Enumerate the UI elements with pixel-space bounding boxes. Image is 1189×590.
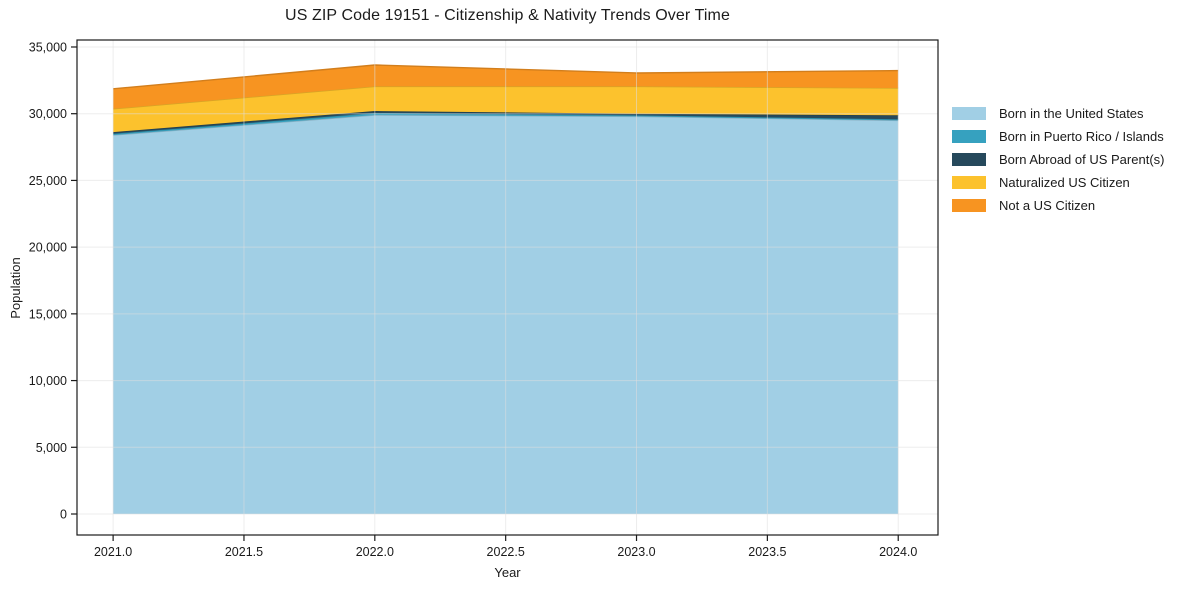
legend-item-born-abroad-of-us-parent-s: Born Abroad of US Parent(s) <box>952 148 1164 171</box>
x-tick-label: 2021.0 <box>94 545 132 559</box>
x-tick-label: 2023.0 <box>617 545 655 559</box>
legend-swatch <box>952 130 986 143</box>
y-tick-label: 10,000 <box>29 374 67 388</box>
legend-label: Naturalized US Citizen <box>999 175 1130 190</box>
legend-swatch <box>952 153 986 166</box>
y-tick-label: 0 <box>60 507 67 521</box>
legend-item-born-in-the-united-states: Born in the United States <box>952 102 1164 125</box>
x-tick-label: 2022.5 <box>487 545 525 559</box>
legend-item-not-a-us-citizen: Not a US Citizen <box>952 194 1164 217</box>
x-tick-label: 2022.0 <box>356 545 394 559</box>
x-tick-label: 2021.5 <box>225 545 263 559</box>
y-tick-label: 30,000 <box>29 107 67 121</box>
x-tick-label: 2024.0 <box>879 545 917 559</box>
area-not-a-us-citizen <box>113 65 899 109</box>
y-tick-label: 5,000 <box>36 441 67 455</box>
axes-frame <box>76 39 939 536</box>
y-tick-label: 25,000 <box>29 174 67 188</box>
y-tick-label: 35,000 <box>29 40 67 54</box>
x-tick-label: 2023.5 <box>748 545 786 559</box>
chart-title: US ZIP Code 19151 - Citizenship & Nativi… <box>285 7 730 24</box>
legend-swatch <box>952 176 986 189</box>
y-tick-label: 20,000 <box>29 241 67 255</box>
legend-swatch <box>952 199 986 212</box>
legend-label: Not a US Citizen <box>999 198 1096 213</box>
legend-label: Born in the United States <box>999 106 1144 121</box>
legend: Born in the United States Born in Puerto … <box>952 102 1164 217</box>
y-tick-label: 15,000 <box>29 307 67 321</box>
legend-label: Born in Puerto Rico / Islands <box>999 129 1164 144</box>
legend-label: Born Abroad of US Parent(s) <box>999 152 1165 167</box>
legend-swatch <box>952 107 986 120</box>
legend-item-born-in-puerto-rico-islands: Born in Puerto Rico / Islands <box>952 125 1164 148</box>
y-axis-label: Population <box>8 257 23 318</box>
x-axis-label: Year <box>494 565 521 580</box>
legend-item-naturalized-us-citizen: Naturalized US Citizen <box>952 171 1164 194</box>
